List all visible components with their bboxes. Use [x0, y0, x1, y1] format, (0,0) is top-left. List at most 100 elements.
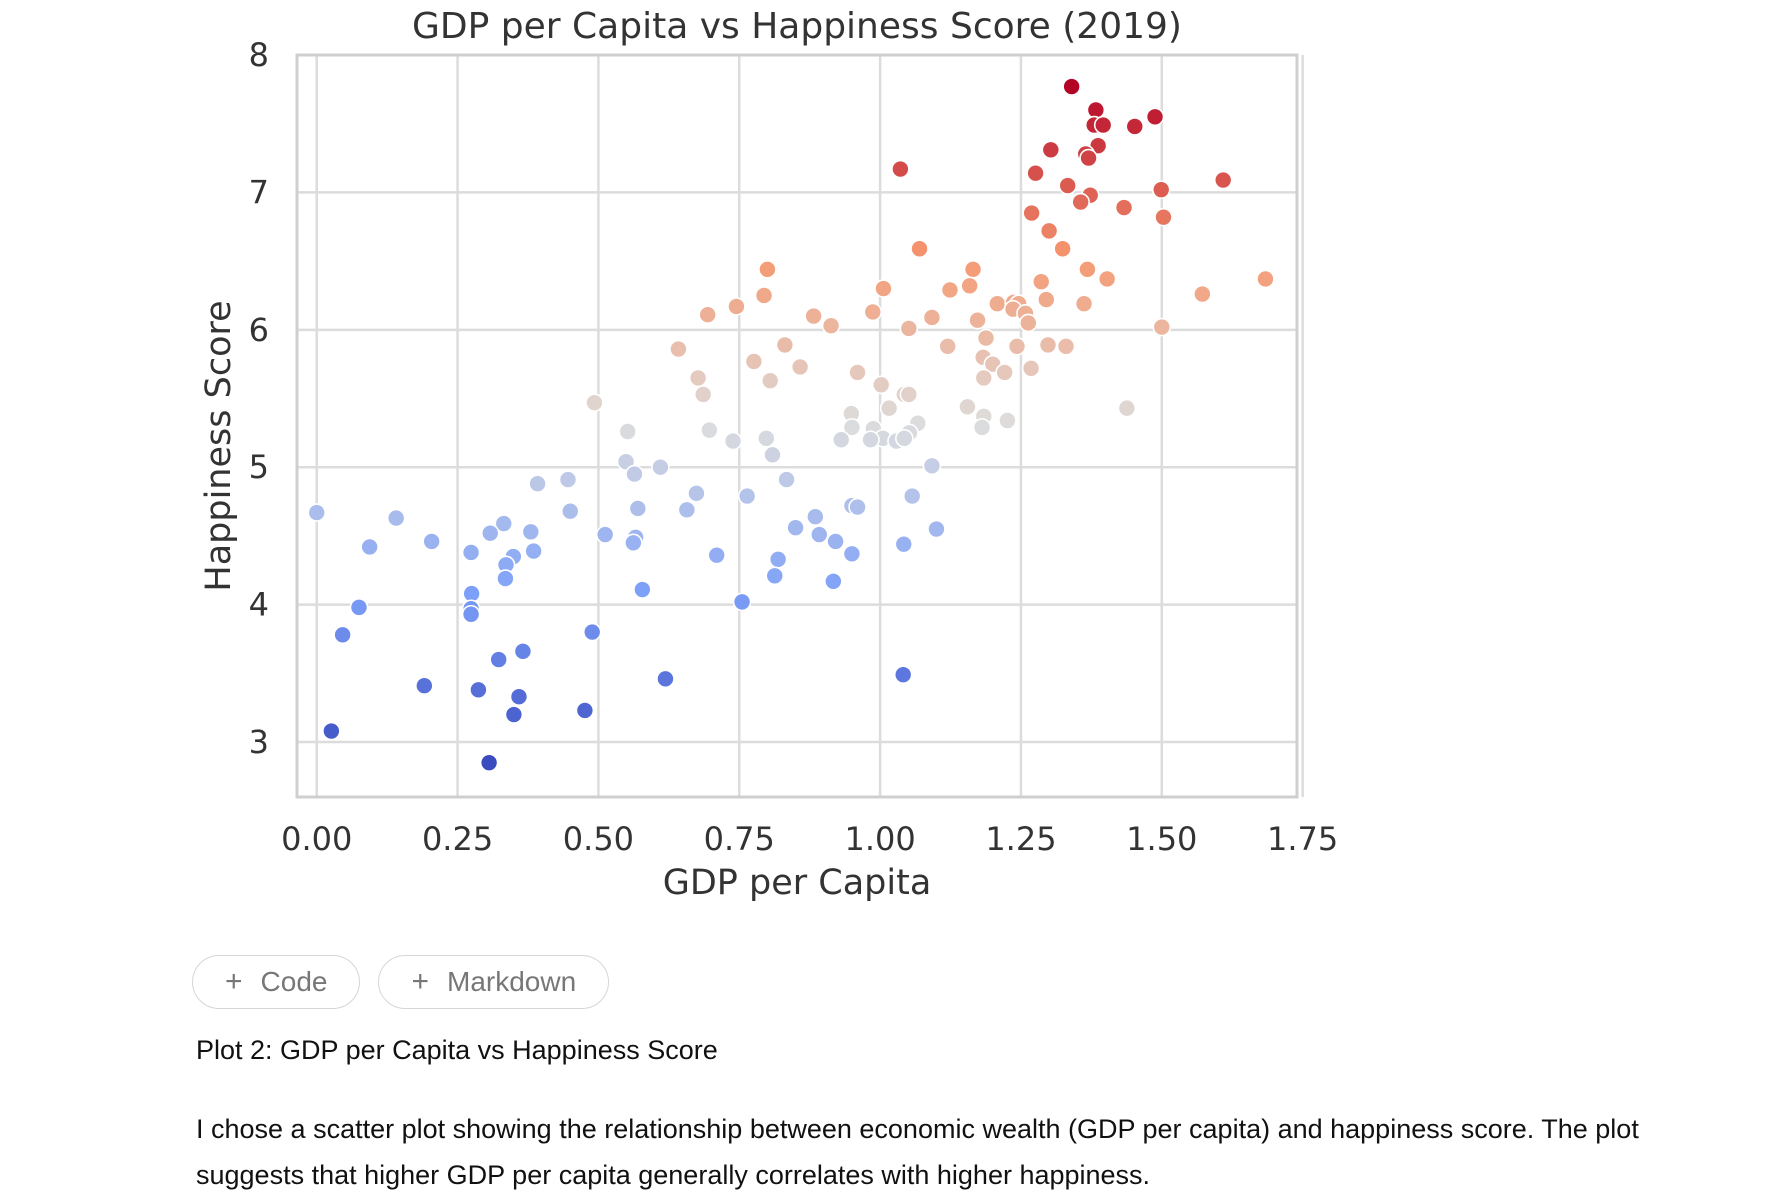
add-code-label: Code: [260, 966, 328, 997]
add-markdown-cell-button[interactable]: + Markdown: [378, 955, 610, 1009]
scatter-point: [1151, 180, 1171, 199]
scatter-point: [677, 500, 697, 520]
scatter-point: [763, 445, 782, 465]
scatter-point: [1018, 313, 1038, 333]
scatter-point: [307, 503, 327, 522]
scatter-point: [737, 486, 757, 506]
scatter-point: [688, 368, 708, 388]
scatter-point: [927, 519, 946, 539]
scatter-point: [698, 305, 718, 325]
scatter-point: [842, 418, 862, 437]
scatter-point: [756, 429, 776, 448]
scatter-point: [940, 280, 960, 300]
scatter-point: [1114, 198, 1134, 217]
scatter-point: [707, 545, 727, 565]
scatter-point: [744, 352, 764, 371]
y-tick-labels: 3 4 5 6 7 8: [249, 36, 269, 761]
scatter-point: [922, 456, 942, 476]
scatter-point: [1193, 284, 1212, 304]
y-axis-title: Happiness Score: [199, 300, 239, 591]
scatter-point: [1213, 170, 1233, 190]
scatter-point: [1036, 290, 1056, 309]
scatter-point: [821, 316, 841, 335]
scatter-point: [958, 397, 977, 417]
scatter-point: [790, 357, 810, 377]
scatter-point: [1154, 207, 1173, 227]
scatter-point: [1031, 272, 1051, 292]
scatter-point: [974, 368, 994, 388]
scatter-point: [899, 385, 919, 404]
scatter-point: [863, 302, 883, 322]
scatter-point: [1125, 117, 1145, 136]
scatter-point: [687, 484, 706, 503]
scatter-point: [760, 371, 780, 390]
scatter-point: [656, 669, 675, 689]
y-tick-label: 3: [249, 723, 269, 761]
scatter-point: [575, 701, 595, 720]
scatter-point: [972, 418, 992, 437]
scatter-point: [415, 676, 434, 696]
x-tick-label: 0.75: [704, 820, 775, 858]
chart-container: GDP per Capita vs Happiness Score (2019)…: [199, 6, 1338, 903]
scatter-point: [963, 260, 983, 279]
scatter-point: [894, 534, 914, 554]
scatter-point: [848, 497, 867, 517]
scatter-point: [700, 420, 719, 440]
add-code-cell-button[interactable]: + Code: [192, 955, 361, 1009]
scatter-point: [809, 525, 829, 544]
scatter-point: [995, 363, 1014, 382]
scatter-point: [1022, 203, 1041, 223]
scatter-point: [1041, 140, 1061, 160]
scatter-point: [461, 604, 481, 624]
scatter-point: [893, 665, 913, 685]
scatter-point: [861, 430, 880, 450]
x-axis-title: GDP per Capita: [663, 863, 932, 903]
data-points: [307, 77, 1275, 772]
scatter-point: [786, 518, 805, 537]
scatter-point: [902, 486, 922, 506]
scatter-point: [489, 650, 508, 669]
scatter-point: [504, 705, 524, 724]
scatter-point: [494, 514, 514, 533]
scatter-point: [625, 464, 644, 484]
chart-title: GDP per Capita vs Happiness Score (2019): [412, 6, 1182, 47]
y-tick-label: 8: [249, 36, 269, 74]
cell-toolbar: + Code + Markdown: [192, 955, 610, 1009]
scatter-point: [1074, 294, 1094, 314]
y-tick-label: 4: [249, 586, 269, 624]
scatter-point: [765, 566, 785, 586]
scatter-point: [1071, 192, 1090, 212]
scatter-point: [496, 569, 515, 588]
scatter-point: [768, 549, 788, 569]
scatter-point: [560, 501, 580, 521]
scatter-point: [386, 508, 406, 528]
scatter-point: [633, 580, 652, 599]
scatter-point: [422, 532, 441, 551]
scatter-point: [879, 398, 899, 418]
scatter-point: [727, 297, 746, 316]
scatter-point: [595, 525, 615, 544]
scatter-point: [360, 537, 379, 557]
scatter-point: [987, 294, 1007, 314]
scatter-point: [628, 499, 648, 518]
scatter-point: [732, 592, 752, 612]
scatter-point: [1007, 337, 1027, 356]
scatter-point: [349, 598, 369, 617]
x-tick-label: 1.00: [844, 820, 915, 858]
scatter-point: [976, 328, 996, 348]
scatter-point: [461, 543, 481, 562]
scatter-point: [469, 680, 488, 700]
scatter-point: [1038, 335, 1058, 355]
scatter-point: [1053, 239, 1072, 259]
scatter-point: [938, 337, 958, 356]
scatter-point: [848, 363, 867, 382]
scatter-point: [1056, 337, 1076, 356]
scatter-point: [960, 276, 979, 296]
scatter-point: [618, 422, 638, 441]
x-tick-label: 1.25: [985, 820, 1056, 858]
scatter-point: [1078, 260, 1097, 279]
scatter-point: [754, 286, 774, 305]
scatter-point: [824, 571, 843, 591]
scatter-point: [333, 625, 352, 645]
scatter-point: [831, 430, 851, 450]
